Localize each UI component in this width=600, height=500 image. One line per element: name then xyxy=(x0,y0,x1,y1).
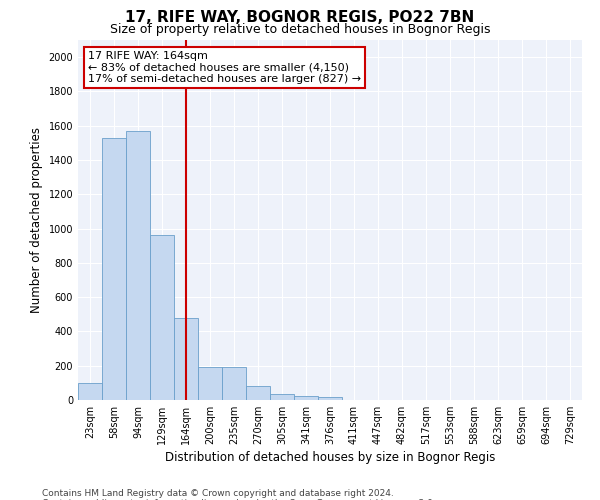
Bar xyxy=(246,386,270,400)
Bar xyxy=(102,138,126,400)
Bar xyxy=(318,396,342,400)
Bar xyxy=(198,368,222,400)
Y-axis label: Number of detached properties: Number of detached properties xyxy=(30,127,43,313)
Bar xyxy=(126,131,150,400)
Bar xyxy=(270,394,294,400)
Text: 17 RIFE WAY: 164sqm
← 83% of detached houses are smaller (4,150)
17% of semi-det: 17 RIFE WAY: 164sqm ← 83% of detached ho… xyxy=(88,51,361,84)
Bar xyxy=(222,368,246,400)
X-axis label: Distribution of detached houses by size in Bognor Regis: Distribution of detached houses by size … xyxy=(165,451,495,464)
Bar xyxy=(150,236,174,400)
Bar xyxy=(78,383,102,400)
Text: Contains HM Land Registry data © Crown copyright and database right 2024.: Contains HM Land Registry data © Crown c… xyxy=(42,488,394,498)
Text: 17, RIFE WAY, BOGNOR REGIS, PO22 7BN: 17, RIFE WAY, BOGNOR REGIS, PO22 7BN xyxy=(125,10,475,25)
Text: Size of property relative to detached houses in Bognor Regis: Size of property relative to detached ho… xyxy=(110,22,490,36)
Bar xyxy=(174,318,198,400)
Bar xyxy=(294,396,318,400)
Text: Contains public sector information licensed under the Open Government Licence v3: Contains public sector information licen… xyxy=(42,498,436,500)
